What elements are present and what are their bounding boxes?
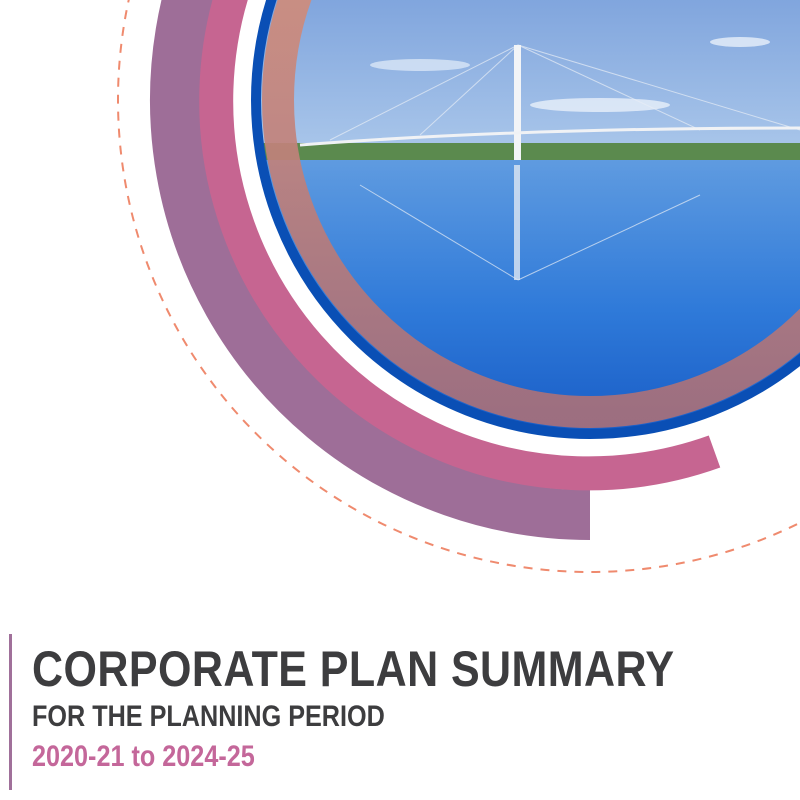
page-title: CORPORATE PLAN SUMMARY — [32, 641, 675, 697]
blue-ring — [251, 0, 800, 439]
page-subtitle: FOR THE PLANNING PERIOD — [32, 700, 385, 733]
planning-period: 2020-21 to 2024-25 — [32, 740, 255, 773]
purple-arc — [149, 0, 591, 540]
pink-arc — [199, 0, 721, 491]
salmon-ring — [262, 0, 800, 428]
title-accent-bar — [9, 634, 12, 790]
dashed-circle — [117, 0, 800, 573]
